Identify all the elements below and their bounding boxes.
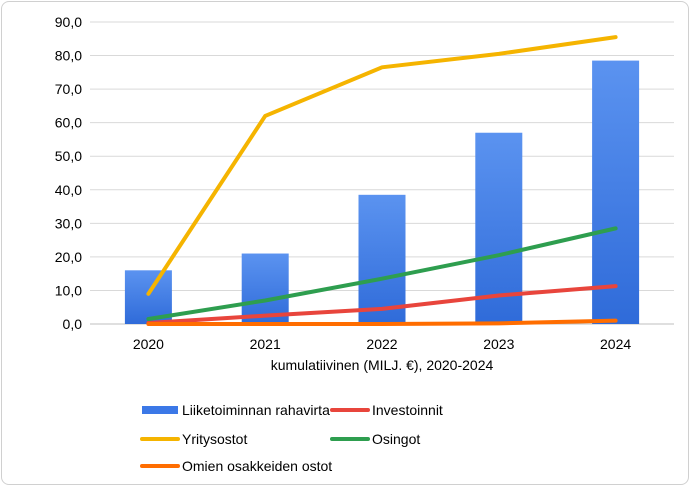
bar-series: [124, 60, 640, 324]
x-axis-ticks: 2020 2021 2022 2023 2024: [133, 336, 632, 352]
y-tick-label: 10,0: [55, 282, 82, 298]
series-line: [146, 284, 618, 325]
legend-label: Osingot: [372, 431, 420, 447]
series-line: [146, 226, 618, 321]
legend-label: Investoinnit: [372, 402, 443, 418]
bar: [241, 253, 289, 324]
x-axis-title: kumulatiivinen (MILJ. €), 2020-2024: [271, 357, 494, 373]
y-tick-label: 60,0: [55, 115, 82, 131]
y-tick-label: 80,0: [55, 48, 82, 64]
legend-label: Liiketoiminnan rahavirta: [182, 402, 330, 418]
legend-label: Yritysostot: [182, 431, 247, 447]
y-tick-label: 30,0: [55, 215, 82, 231]
line-series: [146, 35, 618, 326]
y-tick-label: 0,0: [63, 316, 83, 332]
y-tick-label: 70,0: [55, 81, 82, 97]
series-line: [146, 318, 618, 326]
bar: [592, 60, 640, 324]
y-axis-ticks: 0,0 10,0 20,0 30,0 40,0 50,0 60,0 70,0 80,0 90,0: [55, 14, 82, 332]
x-tick-label: 2023: [483, 336, 514, 352]
x-tick-label: 2020: [133, 336, 164, 352]
bar: [358, 194, 406, 324]
legend-label: Omien osakkeiden ostot: [182, 458, 332, 474]
x-tick-label: 2021: [250, 336, 281, 352]
y-tick-label: 50,0: [55, 148, 82, 164]
y-tick-label: 20,0: [55, 249, 82, 265]
grid-lines: [90, 21, 674, 325]
x-tick-label: 2022: [366, 336, 397, 352]
y-tick-label: 90,0: [55, 14, 82, 30]
series-line: [146, 35, 618, 296]
legend-swatch: [142, 406, 178, 414]
x-tick-label: 2024: [600, 336, 631, 352]
legend: Liiketoiminnan rahavirta Investoinnit Yrit…: [140, 402, 443, 474]
bar: [475, 132, 523, 324]
y-tick-label: 40,0: [55, 182, 82, 198]
